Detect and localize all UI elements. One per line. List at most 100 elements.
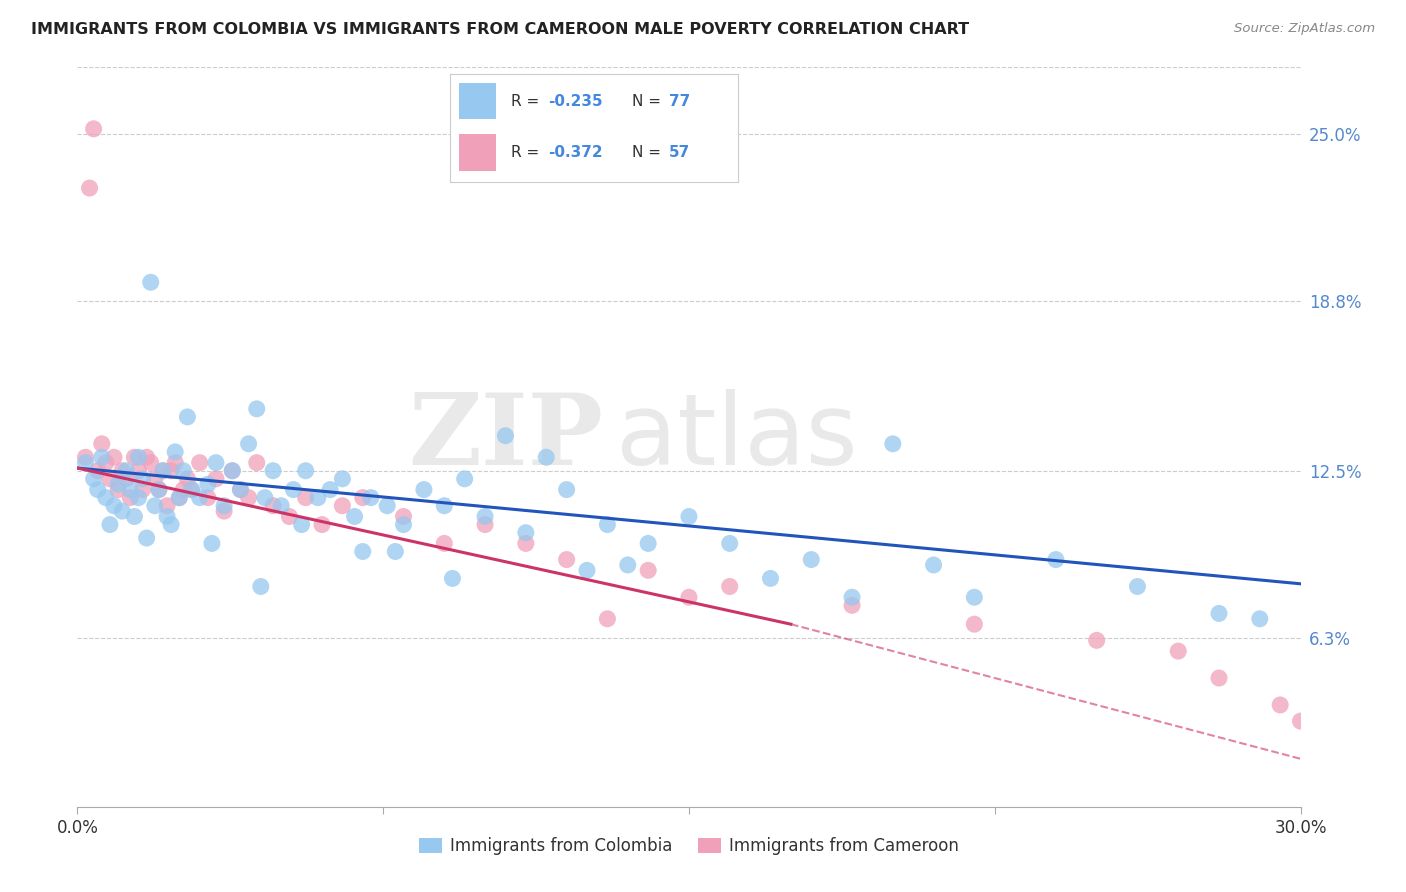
Point	[283, 483, 305, 497]
Point	[115, 472, 138, 486]
Point	[148, 483, 170, 497]
Point	[180, 483, 202, 497]
Point	[963, 617, 986, 632]
Point	[148, 483, 170, 497]
Text: IMMIGRANTS FROM COLOMBIA VS IMMIGRANTS FROM CAMEROON MALE POVERTY CORRELATION CH: IMMIGRANTS FROM COLOMBIA VS IMMIGRANTS F…	[31, 22, 969, 37]
Point	[160, 517, 183, 532]
Point	[156, 509, 179, 524]
Point	[495, 428, 517, 442]
Point	[139, 456, 162, 470]
Point	[188, 491, 211, 505]
Point	[90, 450, 112, 465]
Point	[474, 517, 496, 532]
Point	[205, 472, 228, 486]
Point	[453, 472, 475, 486]
Point	[534, 450, 557, 465]
Point	[637, 563, 659, 577]
Point	[759, 571, 782, 585]
Point	[229, 483, 252, 497]
Point	[474, 509, 496, 524]
Point	[515, 525, 537, 540]
Point	[156, 499, 179, 513]
Point	[188, 456, 211, 470]
Point	[433, 499, 456, 513]
Point	[246, 456, 269, 470]
Point	[718, 580, 741, 594]
Point	[375, 499, 398, 513]
Point	[120, 483, 142, 497]
Point	[131, 472, 153, 486]
Point	[212, 504, 235, 518]
Text: ZIP: ZIP	[408, 389, 603, 485]
Point	[922, 558, 945, 572]
Point	[294, 491, 316, 505]
Point	[111, 504, 134, 518]
Point	[343, 509, 366, 524]
Point	[262, 464, 284, 478]
Point	[1045, 552, 1067, 566]
Point	[1126, 580, 1149, 594]
Point	[433, 536, 456, 550]
Point	[238, 437, 260, 451]
Point	[107, 477, 129, 491]
Point	[165, 456, 187, 470]
Point	[115, 464, 138, 478]
Point	[221, 464, 243, 478]
Point	[319, 483, 342, 497]
Point	[555, 483, 578, 497]
Point	[360, 491, 382, 505]
Point	[221, 464, 243, 478]
Legend: Immigrants from Colombia, Immigrants from Cameroon: Immigrants from Colombia, Immigrants fro…	[412, 830, 966, 862]
Point	[555, 552, 578, 566]
Point	[596, 517, 619, 532]
Point	[352, 544, 374, 558]
Point	[75, 456, 97, 470]
Point	[205, 456, 228, 470]
Point	[441, 571, 464, 585]
Point	[120, 491, 142, 505]
Point	[152, 464, 174, 478]
Point	[1249, 612, 1271, 626]
Point	[1085, 633, 1108, 648]
Point	[127, 491, 149, 505]
Point	[169, 491, 191, 505]
Point	[250, 580, 273, 594]
Point	[392, 517, 415, 532]
Text: Source: ZipAtlas.com: Source: ZipAtlas.com	[1234, 22, 1375, 36]
Point	[131, 483, 153, 497]
Point	[384, 544, 406, 558]
Point	[135, 531, 157, 545]
Point	[307, 491, 329, 505]
Point	[238, 491, 260, 505]
Point	[413, 483, 436, 497]
Point	[103, 499, 125, 513]
Point	[176, 409, 198, 424]
Point	[83, 472, 105, 486]
Point	[94, 491, 117, 505]
Point	[201, 536, 224, 550]
Point	[212, 499, 235, 513]
Point	[172, 464, 194, 478]
Point	[169, 491, 191, 505]
Point	[160, 464, 183, 478]
Point	[107, 483, 129, 497]
Point	[311, 517, 333, 532]
Point	[111, 464, 134, 478]
Point	[143, 499, 166, 513]
Point	[290, 517, 312, 532]
Point	[90, 437, 112, 451]
Point	[1208, 671, 1230, 685]
Point	[1289, 714, 1312, 728]
Point	[262, 499, 284, 513]
Point	[270, 499, 292, 513]
Point	[152, 464, 174, 478]
Point	[332, 472, 354, 486]
Point	[617, 558, 640, 572]
Point	[87, 464, 110, 478]
Point	[143, 472, 166, 486]
Point	[678, 591, 700, 605]
Point	[103, 450, 125, 465]
Point	[197, 491, 219, 505]
Point	[1208, 607, 1230, 621]
Point	[135, 450, 157, 465]
